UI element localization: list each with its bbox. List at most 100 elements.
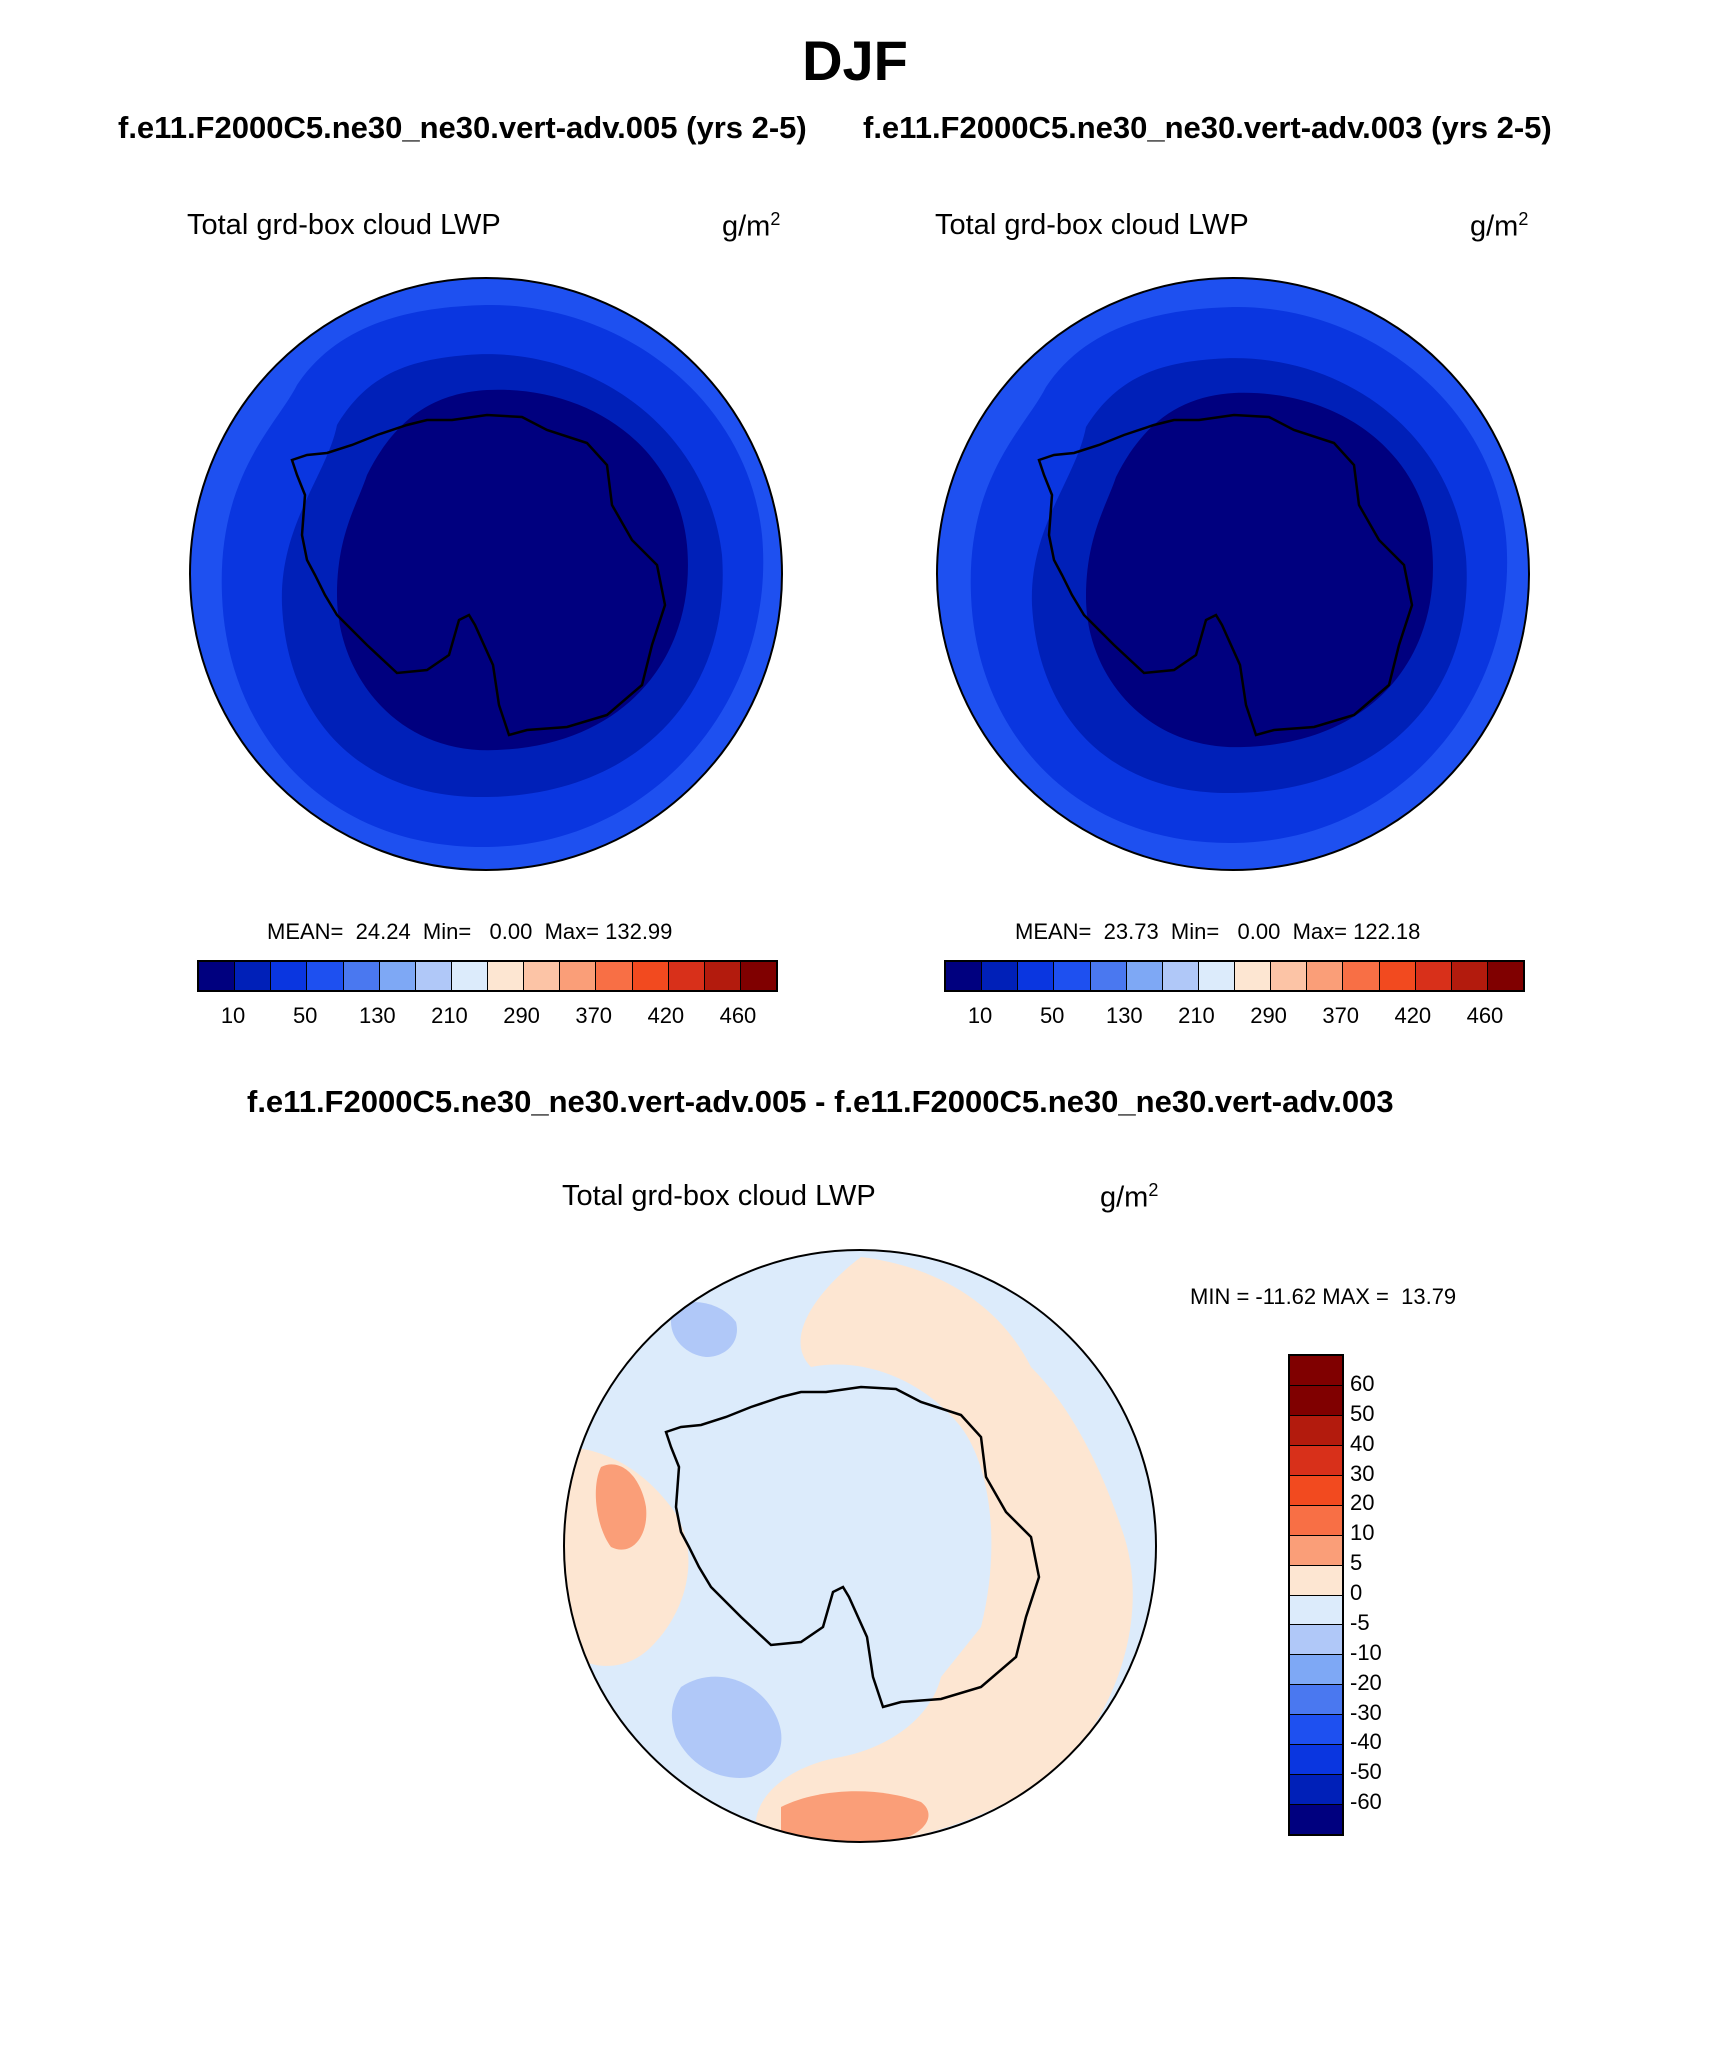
diff-colorbar — [1288, 1354, 1344, 1836]
left-polar-map — [189, 277, 783, 871]
right-map-core — [1086, 392, 1433, 748]
colorbar-cell — [1290, 1475, 1342, 1506]
colorbar-cell — [1162, 962, 1199, 990]
colorbar-cell — [1290, 1775, 1342, 1806]
colorbar-cell — [488, 962, 525, 990]
right-units-label: g/m2 — [1470, 209, 1529, 243]
colorbar-tick-label: 50 — [292, 1003, 318, 1028]
colorbar-tick-label: 290 — [503, 1003, 540, 1028]
colorbar-tick-label: -30 — [1350, 1699, 1382, 1725]
diff-variable-label: Total grd-box cloud LWP — [562, 1180, 876, 1212]
colorbar-tick-label: 460 — [719, 1003, 757, 1028]
colorbar-tick-label: 130 — [1105, 1003, 1143, 1028]
colorbar-cell — [1307, 962, 1344, 990]
diff-map-negative-region — [671, 1676, 782, 1778]
colorbar-cell — [1290, 1625, 1342, 1656]
right-polar-map — [936, 277, 1530, 871]
left-map-border — [189, 277, 783, 871]
colorbar-cell — [1343, 962, 1380, 990]
colorbar-cell — [740, 962, 776, 990]
colorbar-tick-label: 10 — [220, 1003, 246, 1028]
diff-map-positive-region — [755, 1257, 1133, 1842]
colorbar-cell — [1126, 962, 1163, 990]
right-antarctica-coastline — [1037, 413, 1414, 737]
colorbar-tick-label: 290 — [1250, 1003, 1287, 1028]
colorbar-tick-label: 50 — [1350, 1400, 1375, 1426]
right-colorbar-ticks: 10 50 130 210 290 370 420 460 — [944, 1003, 1521, 1033]
colorbar-tick-label: 0 — [1350, 1580, 1363, 1605]
colorbar-cell — [1290, 1565, 1342, 1596]
figure-title: DJF — [802, 29, 908, 92]
diff-colorbar-ticks: 60 50 40 30 20 10 5 0 -5 -10 -20 -30 -40 -50 -60 — [1350, 1354, 1430, 1832]
colorbar-cell — [307, 962, 344, 990]
colorbar-cell — [1290, 1385, 1342, 1416]
colorbar-tick-label: 210 — [431, 1003, 468, 1028]
colorbar-tick-label: 40 — [1350, 1430, 1375, 1456]
colorbar-cell — [632, 962, 669, 990]
colorbar-tick-label: 10 — [967, 1003, 993, 1028]
diff-map-negative-region-north — [671, 1302, 737, 1357]
colorbar-tick-label: -20 — [1350, 1669, 1382, 1695]
left-units-label: g/m2 — [722, 209, 781, 243]
colorbar-tick-label: 50 — [1039, 1003, 1065, 1028]
right-variable-label: Total grd-box cloud LWP — [935, 209, 1249, 241]
colorbar-tick-label: 60 — [1350, 1370, 1375, 1396]
colorbar-cell — [1290, 1356, 1342, 1386]
right-colorbar — [944, 960, 1525, 992]
colorbar-tick-label: 370 — [575, 1003, 613, 1028]
colorbar-cell — [946, 962, 983, 990]
colorbar-tick-label: 130 — [358, 1003, 396, 1028]
diff-stats: MIN = -11.62 MAX = 13.79 — [1190, 1284, 1457, 1309]
colorbar-tick-label: 210 — [1178, 1003, 1215, 1028]
left-stats: MEAN= 24.24 Min= 0.00 Max= 132.99 — [267, 919, 673, 944]
colorbar-cell — [1054, 962, 1091, 990]
colorbar-tick-label: 30 — [1350, 1460, 1375, 1486]
diff-map-positive-region-peninsula — [595, 1464, 647, 1550]
colorbar-tick-label: 10 — [1350, 1520, 1375, 1546]
case-b-title: f.e11.F2000C5.ne30_ne30.vert-adv.003 (yr… — [863, 110, 1552, 145]
diff-polar-map — [563, 1249, 1157, 1843]
colorbar-cell — [451, 962, 488, 990]
colorbar-cell — [1415, 962, 1452, 990]
colorbar-cell — [596, 962, 633, 990]
colorbar-cell — [982, 962, 1019, 990]
colorbar-cell — [1290, 1595, 1342, 1626]
colorbar-tick-label: 370 — [1322, 1003, 1360, 1028]
colorbar-tick-label: 460 — [1466, 1003, 1504, 1028]
colorbar-cell — [1290, 1655, 1342, 1686]
colorbar-cell — [1290, 1715, 1342, 1746]
colorbar-tick-label: -10 — [1350, 1639, 1382, 1665]
colorbar-cell — [1090, 962, 1127, 990]
colorbar-cell — [199, 962, 236, 990]
colorbar-cell — [271, 962, 308, 990]
colorbar-cell — [1290, 1805, 1342, 1834]
colorbar-cell — [379, 962, 416, 990]
colorbar-cell — [1198, 962, 1235, 990]
diff-map-border — [563, 1249, 1157, 1843]
colorbar-cell — [1235, 962, 1272, 990]
left-variable-label: Total grd-box cloud LWP — [187, 209, 501, 241]
colorbar-cell — [1451, 962, 1488, 990]
left-colorbar-ticks: 10 50 130 210 290 370 420 460 — [197, 1003, 774, 1033]
colorbar-cell — [1290, 1505, 1342, 1536]
colorbar-cell — [668, 962, 705, 990]
colorbar-cell — [343, 962, 380, 990]
left-colorbar — [197, 960, 778, 992]
right-map-border — [936, 277, 1530, 871]
colorbar-cell — [1290, 1535, 1342, 1566]
colorbar-cell — [704, 962, 741, 990]
colorbar-cell — [1290, 1685, 1342, 1716]
colorbar-cell — [1290, 1445, 1342, 1476]
colorbar-cell — [560, 962, 597, 990]
left-map-core — [337, 389, 688, 751]
diff-title: f.e11.F2000C5.ne30_ne30.vert-adv.005 - f… — [247, 1084, 1394, 1119]
colorbar-cell — [415, 962, 452, 990]
colorbar-cell — [1018, 962, 1055, 990]
diff-units-label: g/m2 — [1100, 1180, 1159, 1214]
colorbar-tick-label: -50 — [1350, 1759, 1382, 1785]
diff-map-positive-region-south — [781, 1791, 929, 1842]
colorbar-tick-label: 20 — [1350, 1490, 1375, 1516]
colorbar-cell — [1290, 1745, 1342, 1776]
left-antarctica-coastline — [290, 413, 667, 737]
colorbar-tick-label: 420 — [647, 1003, 685, 1028]
